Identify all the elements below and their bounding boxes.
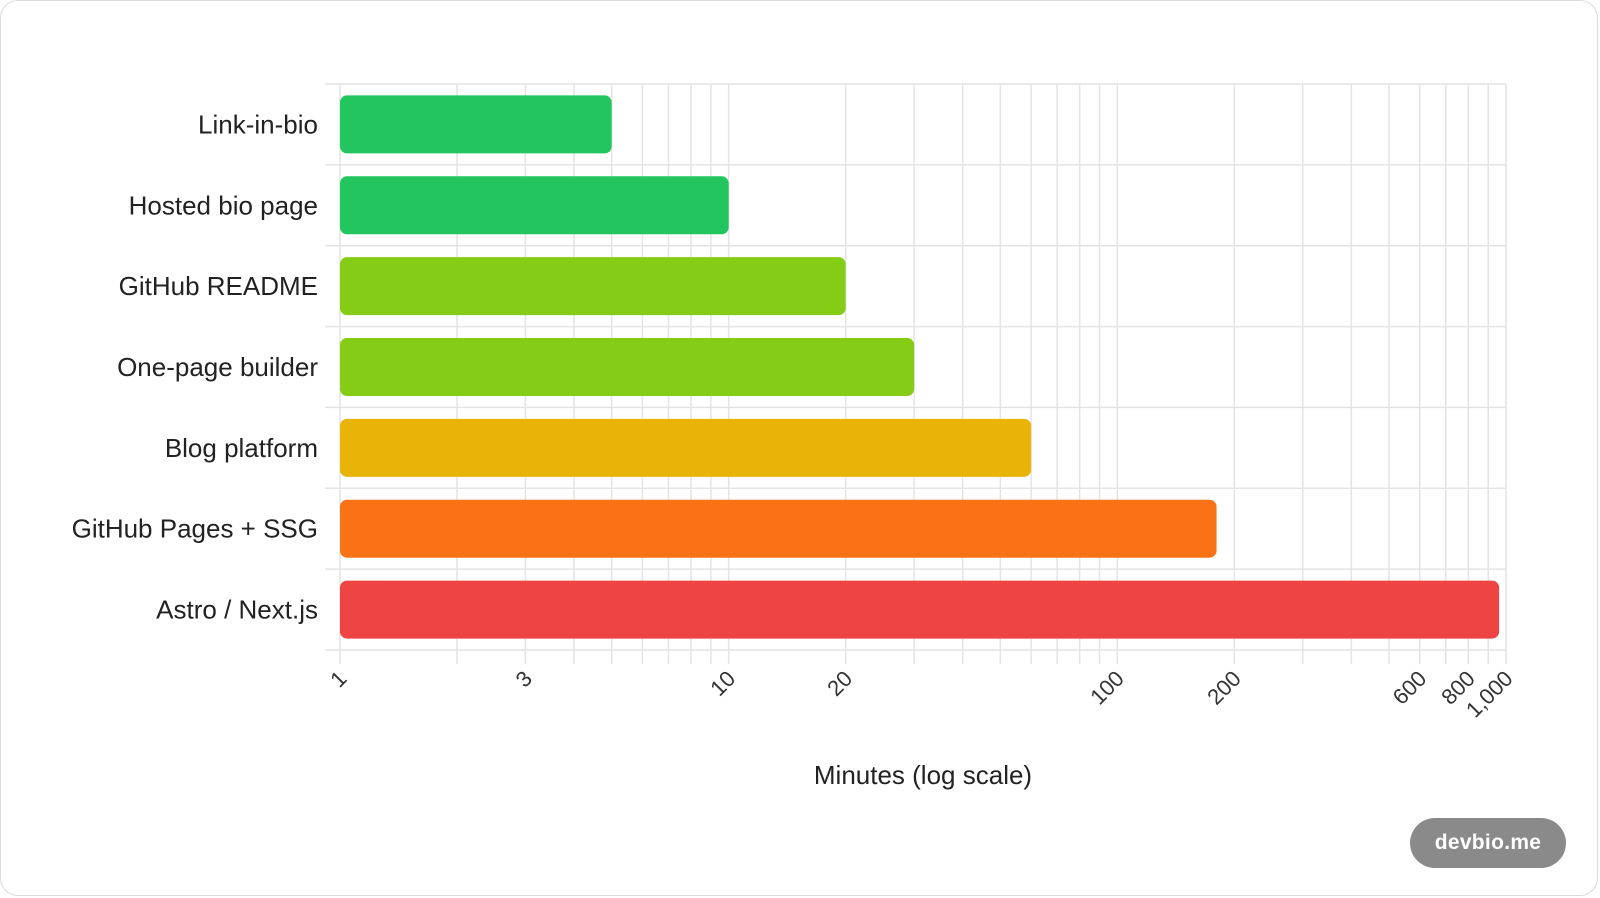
bar	[340, 338, 915, 396]
x-tick-label: 10	[705, 666, 740, 701]
category-label: Link-in-bio	[198, 109, 318, 139]
category-label: Astro / Next.js	[156, 595, 318, 625]
x-tick-label: 200	[1202, 666, 1246, 710]
x-axis-title: Minutes (log scale)	[814, 760, 1032, 790]
category-label: One-page builder	[117, 352, 318, 382]
bar	[340, 580, 1500, 639]
category-label: GitHub README	[119, 271, 318, 301]
x-tick-label: 100	[1085, 666, 1129, 710]
x-tick-label: 1	[325, 666, 351, 692]
x-tick-label: 20	[822, 666, 857, 701]
bar	[340, 176, 729, 235]
x-tick-label: 3	[511, 666, 537, 692]
x-tick-label: 600	[1388, 666, 1432, 710]
bar	[340, 95, 612, 154]
bar	[340, 418, 1032, 477]
category-label: GitHub Pages + SSG	[72, 514, 318, 544]
bar	[340, 257, 846, 316]
category-label: Hosted bio page	[129, 190, 318, 220]
bar	[340, 499, 1217, 558]
brand-badge[interactable]: devbio.me	[1410, 818, 1566, 868]
category-label: Blog platform	[165, 433, 318, 463]
